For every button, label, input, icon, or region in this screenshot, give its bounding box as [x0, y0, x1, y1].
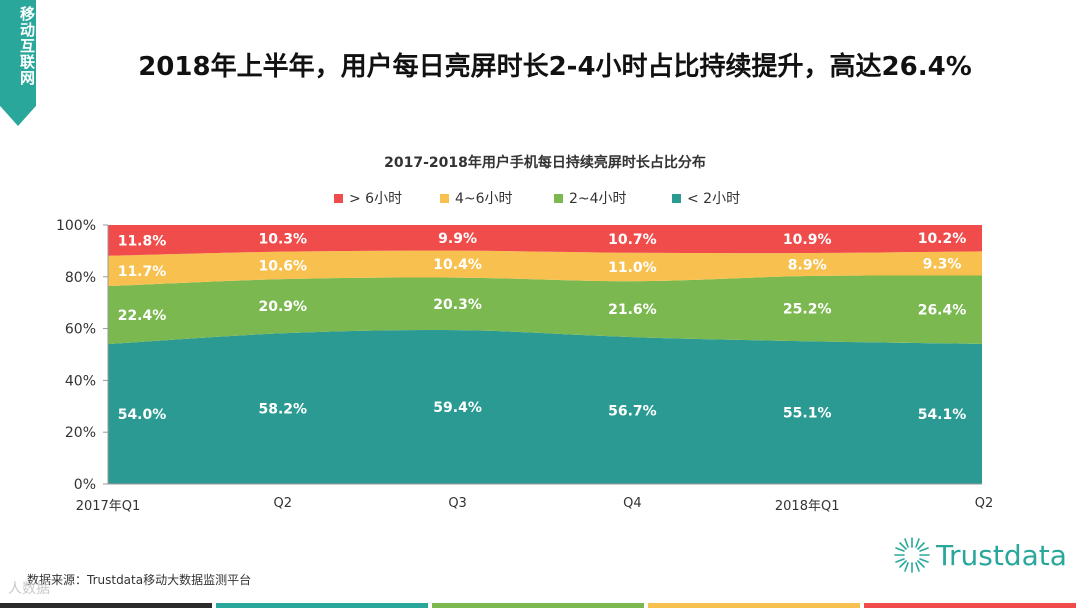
x-tick-label: Q3 — [448, 496, 467, 511]
data-label: 9.3% — [923, 256, 962, 272]
legend-swatch-lt2 — [672, 193, 681, 203]
data-label: 20.3% — [433, 297, 482, 313]
data-label: 22.4% — [118, 308, 167, 324]
data-label: 11.8% — [118, 233, 167, 249]
data-label: 8.9% — [788, 257, 827, 273]
legend-item-4to6: 4~6小时 — [440, 188, 513, 208]
data-label: 11.7% — [118, 264, 167, 280]
legend-label-lt2: < 2小时 — [687, 191, 741, 207]
data-label: 20.9% — [259, 299, 308, 315]
legend-swatch-2to4 — [554, 193, 563, 203]
sunburst-icon — [894, 537, 930, 573]
y-tick-label: 80% — [65, 270, 96, 286]
legend-item-lt2: < 2小时 — [672, 188, 740, 208]
x-tick-label: Q2 — [975, 496, 994, 511]
data-label: 10.2% — [918, 231, 967, 247]
data-label: 21.6% — [608, 302, 657, 318]
footer-segment — [216, 603, 428, 608]
area-series-1 — [108, 275, 982, 345]
stacked-area-chart: 0% 20% 40% 60% 80% 100% 2017年Q1 Q2 Q3 Q4 2018年Q1 Q2… — [56, 218, 994, 514]
y-tick-label: 20% — [65, 425, 96, 441]
side-tab — [0, 0, 36, 126]
data-label: 56.7% — [608, 404, 657, 420]
trustdata-logo: Trustdata — [892, 535, 1067, 575]
y-tick-label: 40% — [65, 373, 96, 389]
x-tick-label: Q2 — [274, 496, 293, 511]
data-label: 10.3% — [259, 231, 308, 247]
y-tick-label: 0% — [74, 477, 96, 493]
legend-swatch-4to6 — [440, 193, 449, 203]
data-label: 55.1% — [783, 406, 832, 422]
footer-segment — [864, 603, 1076, 608]
data-label: 25.2% — [783, 302, 832, 318]
y-tick-label: 100% — [56, 218, 96, 234]
footer-segment — [432, 603, 644, 608]
data-label: 10.7% — [608, 232, 657, 248]
side-tab-label: 移动互联网 — [18, 6, 36, 86]
data-label: 10.6% — [259, 258, 308, 274]
data-label: 11.0% — [608, 260, 657, 276]
area-series-0 — [108, 329, 982, 484]
footer-segment — [0, 603, 212, 608]
area-series-3 — [108, 225, 982, 256]
legend-swatch-gt6 — [334, 193, 343, 203]
legend-label-4to6: 4~6小时 — [455, 191, 513, 207]
data-label: 54.1% — [918, 407, 967, 423]
data-label: 54.0% — [118, 407, 167, 423]
legend-label-2to4: 2~4小时 — [569, 191, 627, 207]
data-label: 58.2% — [259, 402, 308, 418]
data-label: 10.4% — [433, 257, 482, 273]
x-tick-label: 2018年Q1 — [775, 499, 840, 514]
data-label: 59.4% — [433, 400, 482, 416]
data-label: 26.4% — [918, 303, 967, 319]
footer-segment — [648, 603, 860, 608]
page-title: 2018年上半年，用户每日亮屏时长2-4小时占比持续提升，高达26.4% — [138, 52, 972, 82]
footer-color-bar — [0, 603, 1080, 608]
y-tick-label: 60% — [65, 322, 96, 338]
legend-item-gt6: > 6小时 — [334, 188, 402, 208]
x-tick-label: Q4 — [623, 496, 642, 511]
area-series-2 — [108, 250, 982, 287]
chart-title: 2017-2018年用户手机每日持续亮屏时长占比分布 — [384, 155, 706, 171]
logo-text: Trustdata — [936, 538, 1067, 572]
legend-item-2to4: 2~4小时 — [554, 188, 627, 208]
data-label: 10.9% — [783, 232, 832, 248]
legend-label-gt6: > 6小时 — [349, 191, 403, 207]
data-label: 9.9% — [438, 231, 477, 247]
x-tick-label: 2017年Q1 — [76, 499, 141, 514]
watermark: 人数据 — [8, 581, 50, 597]
source-note: 数据来源：Trustdata移动大数据监测平台 — [27, 573, 252, 587]
